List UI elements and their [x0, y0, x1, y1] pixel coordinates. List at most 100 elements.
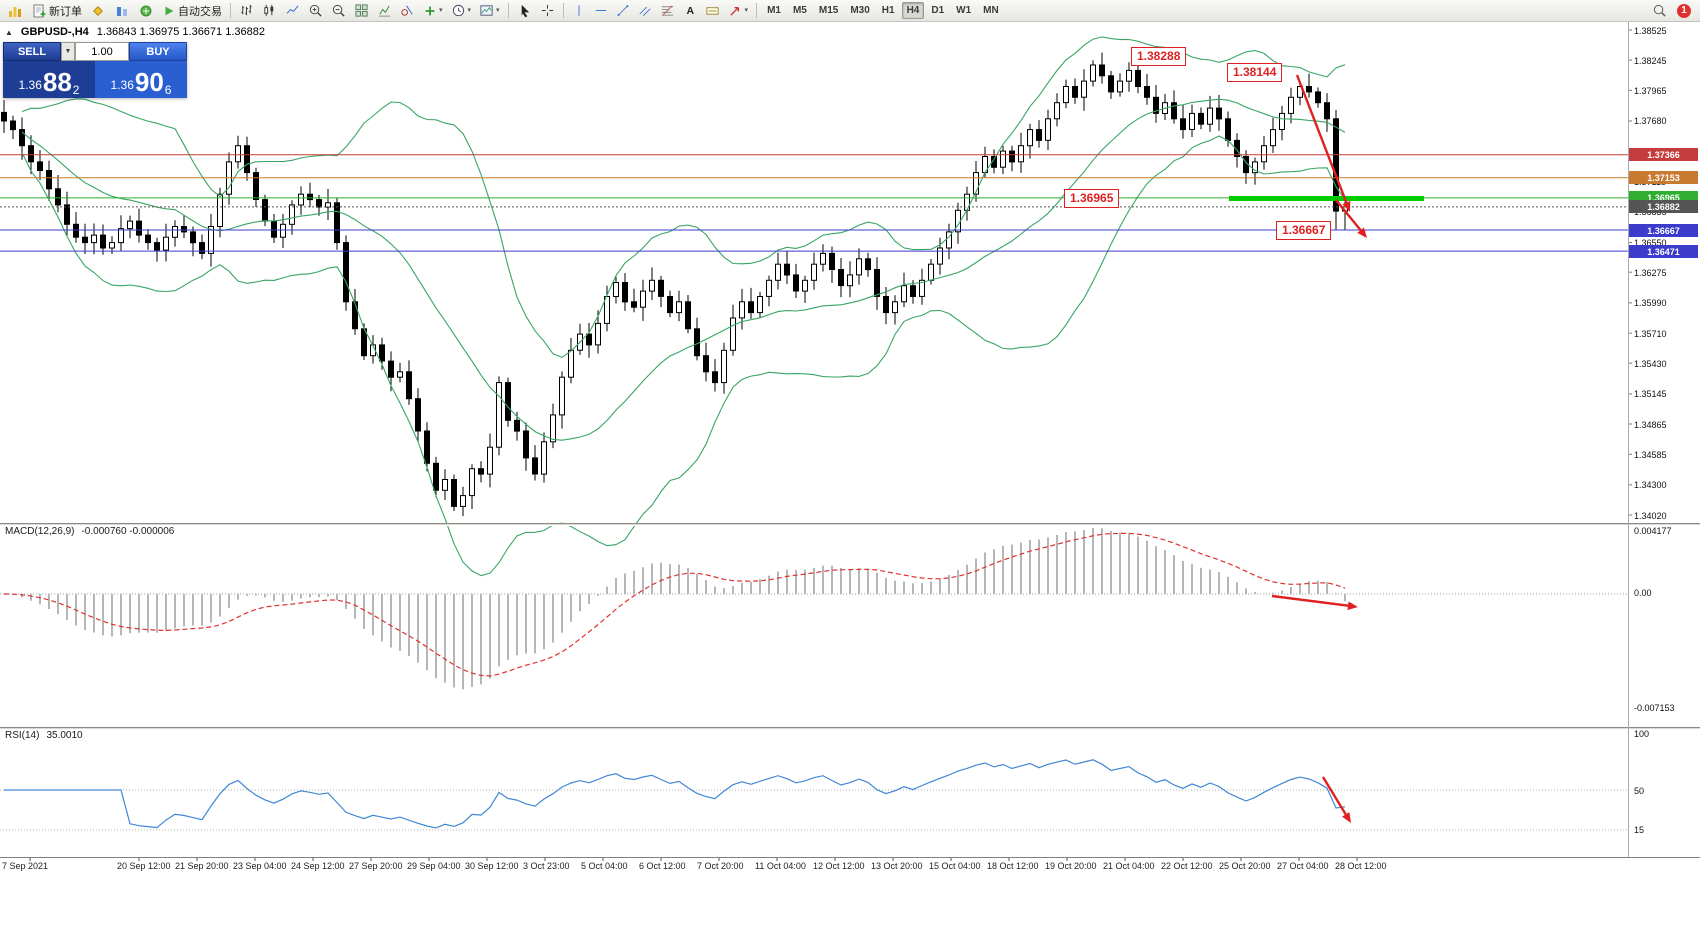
market-depth-button[interactable] [110, 1, 134, 21]
volume-input[interactable] [75, 42, 129, 61]
tf-M5[interactable]: M5 [788, 2, 812, 19]
tf-H1[interactable]: H1 [877, 2, 900, 19]
line-chart-button[interactable] [281, 1, 304, 21]
symbol-period-label: GBPUSD-,H4 [20, 26, 89, 38]
new-order-button[interactable]: 新订单 [27, 1, 86, 21]
rsi-scale-100: 100 [1634, 729, 1650, 739]
indicator-list-icon [378, 5, 391, 17]
zoom-in-button[interactable] [304, 1, 327, 21]
horizontal-line-button[interactable] [590, 1, 612, 21]
candlestick-chart-icon [264, 4, 274, 17]
toolbar-separator [507, 3, 509, 18]
rsi-value: 35.0010 [46, 730, 83, 741]
macd-histogram [12, 528, 1346, 690]
sell-price[interactable]: 1.36 88 2 [3, 61, 95, 98]
cursor-button[interactable] [513, 1, 536, 21]
bar-chart-button[interactable] [235, 1, 258, 21]
tf-M1[interactable]: M1 [762, 2, 786, 19]
cursor-icon [521, 4, 529, 18]
search-button[interactable] [1648, 1, 1671, 21]
channel-icon [638, 6, 651, 17]
period-selector-button[interactable]: ▾ [447, 1, 476, 21]
metaeditor-button[interactable] [86, 1, 110, 21]
sell-price-sup: 2 [72, 83, 80, 97]
object-list-icon [401, 5, 413, 16]
add-indicator-icon [425, 6, 435, 15]
bollinger-middle-band [21, 98, 1346, 441]
tile-windows-button[interactable] [350, 1, 373, 21]
buy-price-small: 1.36 [110, 78, 134, 92]
time-axis-label: 23 Sep 04:00 [233, 861, 287, 871]
add-indicator-caret-icon: ▾ [439, 7, 443, 14]
sell-button[interactable]: SELL [3, 42, 61, 61]
main-toolbar: 新订单 自动交易 [0, 0, 1700, 22]
price-tag-1.36667: 1.36667 [1629, 224, 1698, 237]
zoom-out-icon [332, 4, 345, 17]
macd-signal-line [3, 532, 1346, 677]
crosshair-button[interactable] [536, 1, 559, 21]
price-callout-1.38288: 1.38288 [1131, 47, 1187, 66]
time-axis-label: 24 Sep 12:00 [291, 861, 345, 871]
zoom-out-button[interactable] [327, 1, 350, 21]
time-axis-label: 5 Oct 04:00 [581, 861, 628, 871]
zoom-in-icon [309, 4, 322, 17]
price-tick-label: 1.35990 [1634, 298, 1667, 308]
price-scale-separator [1628, 22, 1629, 857]
price-tick-label: 1.38525 [1634, 26, 1667, 36]
bollinger-lower-band [21, 135, 1346, 577]
add-indicator-button[interactable]: ▾ [419, 1, 447, 21]
indicator-list-button[interactable] [373, 1, 396, 21]
volume-dropdown-button[interactable]: ▼ [61, 42, 75, 61]
text-button[interactable]: A [679, 1, 701, 21]
rsi-panel-separator[interactable] [0, 727, 1700, 730]
tf-MN[interactable]: MN [978, 2, 1004, 19]
trendline-button[interactable] [612, 1, 634, 21]
template-button[interactable]: ▾ [475, 1, 504, 21]
arrow-objects-button[interactable]: ▾ [724, 1, 753, 21]
macd-values: -0.000760 -0.000006 [81, 526, 175, 537]
label-button[interactable] [701, 1, 724, 21]
time-axis-label: 7 Oct 20:00 [697, 861, 744, 871]
ohlc-values: 1.36843 1.36975 1.36671 1.36882 [96, 26, 265, 38]
buy-button[interactable]: BUY [129, 42, 187, 61]
price-tick-label: 1.34020 [1634, 511, 1667, 521]
bollinger-upper-band [21, 36, 1346, 358]
rsi-label: RSI(14) 35.0010 [5, 730, 83, 741]
annotation-arrow-4-head [1342, 812, 1351, 823]
candlestick-chart-button[interactable] [258, 1, 281, 21]
annotation-arrow-2 [1335, 199, 1365, 235]
tf-M15[interactable]: M15 [814, 2, 843, 19]
chart-type-icon: ▲ [5, 27, 13, 37]
object-list-button[interactable] [396, 1, 419, 21]
macd-panel-separator[interactable] [0, 523, 1700, 526]
time-axis-label: 29 Sep 04:00 [407, 861, 461, 871]
notification-badge[interactable]: 1 [1677, 3, 1691, 18]
strategy-tester-button[interactable] [134, 1, 158, 21]
buy-price-big: 90 [134, 67, 164, 97]
autotrading-button[interactable]: 自动交易 [158, 1, 226, 21]
price-tick-label: 1.36275 [1634, 268, 1667, 278]
tf-W1[interactable]: W1 [951, 2, 976, 19]
channel-button[interactable] [634, 1, 656, 21]
vertical-line-button[interactable] [568, 1, 590, 21]
toolbar-right-cluster: 1 [1648, 1, 1697, 21]
tf-M30[interactable]: M30 [845, 2, 874, 19]
rsi-name: RSI(14) [5, 730, 40, 741]
time-axis-label: 20 Sep 12:00 [117, 861, 171, 871]
time-axis-label: 21 Sep 20:00 [175, 861, 229, 871]
horizontal-line-icon [595, 10, 606, 11]
annotation-arrow-4 [1321, 776, 1350, 820]
time-axis-label: 3 Oct 23:00 [523, 861, 570, 871]
tf-D1[interactable]: D1 [926, 2, 949, 19]
new-order-label: 新订单 [49, 5, 82, 18]
tf-H4[interactable]: H4 [901, 2, 925, 19]
crosshair-icon [541, 4, 553, 17]
search-icon [1653, 4, 1666, 17]
time-axis-label: 28 Oct 12:00 [1335, 861, 1387, 871]
fibonacci-button[interactable] [656, 1, 679, 21]
tile-windows-icon [355, 4, 368, 17]
buy-price[interactable]: 1.36 90 6 [95, 61, 187, 98]
time-axis-label: 30 Sep 12:00 [465, 861, 519, 871]
